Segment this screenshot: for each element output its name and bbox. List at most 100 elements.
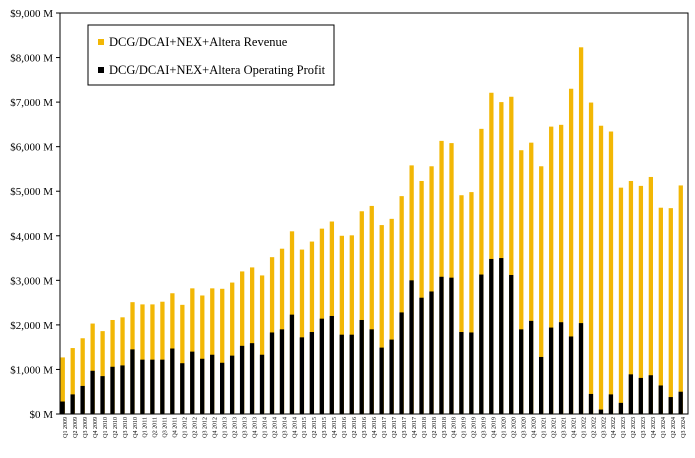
bar-revenue xyxy=(80,338,85,414)
bar-operating-profit xyxy=(588,393,594,414)
bar-operating-profit xyxy=(379,347,384,414)
bar-operating-profit xyxy=(548,327,554,414)
x-tick-label: Q1 2016 xyxy=(342,417,348,438)
y-tick-label: $8,000 M xyxy=(10,53,53,65)
bar-operating-profit xyxy=(239,345,245,414)
bar-operating-profit xyxy=(359,319,364,414)
bar-revenue xyxy=(100,331,105,414)
bar-revenue xyxy=(369,205,374,414)
y-tick-label: $7,000 M xyxy=(10,97,53,109)
x-tick-label: Q3 2012 xyxy=(203,417,209,438)
x-tick-label: Q4 2020 xyxy=(531,417,537,438)
bar-operating-profit xyxy=(668,397,673,414)
bar-revenue xyxy=(299,249,305,414)
legend-swatch-revenue xyxy=(98,39,104,45)
bar-operating-profit xyxy=(140,359,145,414)
bar-operating-profit xyxy=(399,312,404,414)
bar-operating-profit xyxy=(558,322,564,414)
x-tick-label: Q2 2013 xyxy=(232,417,238,438)
bar-operating-profit xyxy=(80,385,85,414)
bar-operating-profit xyxy=(70,394,75,414)
bar-revenue xyxy=(339,235,344,414)
x-tick-label: Q3 2021 xyxy=(561,417,567,438)
x-tick-label: Q1 2009 xyxy=(63,417,69,438)
bar-operating-profit xyxy=(180,363,185,414)
x-tick-label: Q2 2011 xyxy=(153,417,159,438)
legend-swatch-operating-profit xyxy=(98,67,104,73)
x-tick-label: Q2 2019 xyxy=(472,417,478,438)
bar-operating-profit xyxy=(110,366,115,414)
bar-operating-profit xyxy=(489,258,494,414)
x-tick-label: Q4 2021 xyxy=(571,417,577,438)
bar-operating-profit xyxy=(439,276,444,414)
x-axis: Q1 2009 Q2 2009 Q3 2009 Q4 2009 Q1 2010 Q2 20… xyxy=(63,417,687,438)
bar-operating-profit xyxy=(598,409,604,414)
bar-revenue xyxy=(459,195,464,414)
x-tick-label: Q3 2011 xyxy=(163,417,169,438)
bar-operating-profit xyxy=(568,336,574,414)
bar-operating-profit xyxy=(509,274,514,414)
bar-revenue xyxy=(140,304,145,414)
bar-operating-profit xyxy=(249,343,255,414)
bar-operating-profit xyxy=(319,318,324,414)
bar-revenue xyxy=(240,271,245,414)
bar-operating-profit xyxy=(658,385,663,414)
bar-revenue xyxy=(568,88,574,414)
bar-operating-profit xyxy=(90,370,95,414)
y-tick-label: $1,000 M xyxy=(10,364,53,376)
bar-revenue xyxy=(678,185,683,414)
x-tick-label: Q3 2020 xyxy=(522,417,528,438)
x-tick-label: Q4 2017 xyxy=(412,417,418,438)
x-tick-label: Q3 2019 xyxy=(482,417,488,438)
x-tick-label: Q1 2015 xyxy=(302,417,308,438)
bar-revenue xyxy=(70,348,75,414)
bar-revenue xyxy=(429,166,434,414)
bar-revenue xyxy=(249,267,255,414)
x-tick-label: Q2 2014 xyxy=(272,417,278,438)
x-tick-label: Q2 2018 xyxy=(432,417,438,438)
x-tick-label: Q2 2009 xyxy=(73,417,79,438)
bar-revenue xyxy=(519,150,524,414)
bar-operating-profit xyxy=(638,377,643,414)
bar-revenue xyxy=(539,166,544,414)
x-tick-label: Q1 2012 xyxy=(183,417,189,438)
x-tick-label: Q2 2020 xyxy=(512,417,518,438)
bar-operating-profit xyxy=(259,354,265,414)
bar-revenue xyxy=(628,180,634,414)
bar-operating-profit xyxy=(578,323,584,414)
bar-revenue xyxy=(489,92,494,414)
x-tick-label: Q3 2024 xyxy=(681,417,687,438)
bar-revenue xyxy=(349,235,354,414)
legend: DCG/DCAI+NEX+Altera Revenue DCG/DCAI+NEX… xyxy=(87,24,335,86)
x-tick-label: Q4 2014 xyxy=(292,417,298,438)
bar-revenue xyxy=(648,176,654,414)
bar-operating-profit xyxy=(618,402,624,414)
x-tick-label: Q1 2017 xyxy=(382,417,388,438)
x-tick-label: Q3 2013 xyxy=(242,417,248,438)
legend-box xyxy=(87,24,335,86)
bar-revenue xyxy=(529,142,534,414)
bar-revenue xyxy=(160,301,165,414)
y-tick-label: $4,000 M xyxy=(10,231,53,243)
x-tick-label: Q1 2020 xyxy=(502,417,508,438)
bar-operating-profit xyxy=(279,329,285,414)
bar-operating-profit xyxy=(100,376,105,414)
bar-operating-profit xyxy=(648,375,653,414)
bar-operating-profit xyxy=(299,337,305,414)
bar-operating-profit xyxy=(608,394,614,414)
x-tick-label: Q1 2018 xyxy=(422,417,428,438)
x-tick-label: Q2 2010 xyxy=(113,417,119,438)
bar-revenue xyxy=(469,192,474,414)
x-tick-label: Q4 2019 xyxy=(492,417,498,438)
x-tick-label: Q3 2016 xyxy=(362,417,368,438)
bar-revenue xyxy=(618,187,624,414)
y-tick-label: $2,000 M xyxy=(10,320,53,332)
bar-revenue xyxy=(309,241,315,414)
x-tick-label: Q4 2009 xyxy=(93,417,99,438)
bar-revenue xyxy=(509,96,514,415)
bar-operating-profit xyxy=(429,291,434,414)
bar-revenue xyxy=(668,208,673,414)
bar-operating-profit xyxy=(479,274,484,414)
